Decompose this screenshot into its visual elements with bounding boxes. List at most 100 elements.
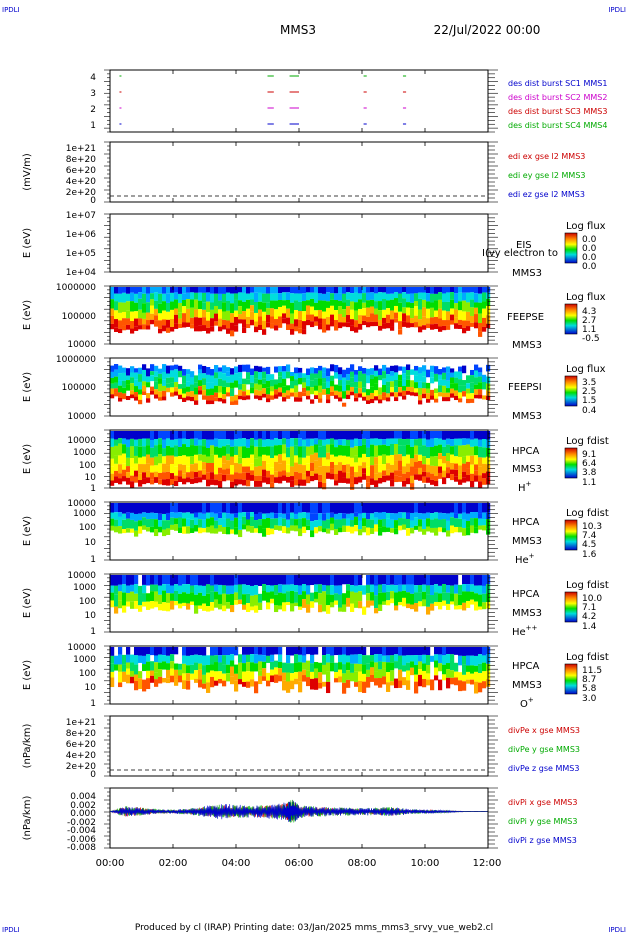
spectrogram-cell <box>242 512 247 517</box>
spectrogram-cell <box>170 431 175 440</box>
spectrogram-cell <box>374 376 379 384</box>
spectrogram-cell <box>422 431 427 439</box>
spectrogram-cell <box>146 312 151 321</box>
spectrogram-cell <box>166 373 171 378</box>
spectrogram-cell <box>278 454 283 464</box>
spectrogram-cell <box>154 519 159 530</box>
spectrogram-cell <box>334 325 339 331</box>
spectrogram-cell <box>422 663 427 671</box>
spectrogram-cell <box>158 662 163 670</box>
spectrogram-cell <box>350 309 355 320</box>
spectrogram-cell <box>314 310 319 317</box>
spectrogram-cell <box>302 439 307 447</box>
spectrogram-cell <box>426 673 431 680</box>
spectrogram-cell <box>182 455 187 465</box>
spectrogram-cell <box>478 431 483 440</box>
spectrogram-cell <box>414 474 419 480</box>
spectrogram-cell <box>382 378 387 385</box>
spectrogram-cell <box>202 503 207 514</box>
spectrogram-cell <box>370 600 375 606</box>
spectrogram-cell <box>166 669 171 679</box>
spectrogram-cell <box>218 447 223 458</box>
spectrogram-cell <box>414 365 419 371</box>
spectrogram-cell <box>426 594 431 607</box>
spectrogram-cell <box>426 318 431 324</box>
spectrogram-cell <box>122 367 127 373</box>
spectrogram-cell <box>230 666 235 677</box>
spectrogram-cell <box>406 503 411 513</box>
spectrogram-cell <box>478 367 483 373</box>
spectrogram-cell <box>390 591 395 599</box>
spectrogram-cell <box>346 299 351 307</box>
spectrogram-cell <box>118 512 123 517</box>
spectrogram-cell <box>406 519 411 529</box>
spectrogram-cell <box>214 397 219 402</box>
spectrogram-cell <box>126 662 131 669</box>
spectrogram-cell <box>122 605 127 613</box>
hpca-he-tick-3: 10 <box>85 538 97 548</box>
spectrogram-cell <box>262 460 267 470</box>
spectrogram-cell <box>362 664 367 674</box>
spectrogram-cell <box>258 301 263 310</box>
spectrogram-cell <box>142 318 147 325</box>
spectrogram-cell <box>210 395 215 401</box>
spectrogram-cell <box>114 463 119 471</box>
spectrogram-cell <box>386 287 391 294</box>
spectrogram-cell <box>134 593 139 602</box>
spectrogram-cell <box>474 518 479 528</box>
feepse-cbar-3: -0.5 <box>582 334 600 344</box>
hpca-h-species-charge: + <box>526 480 532 488</box>
spectrogram-cell <box>430 456 435 466</box>
spectrogram-cell <box>246 323 251 329</box>
spectrogram-cell <box>362 387 367 393</box>
spectrogram-cell <box>482 457 487 464</box>
spectrogram-cell <box>134 379 139 387</box>
spectrogram-cell <box>378 472 383 478</box>
spectrogram-cell <box>418 292 423 299</box>
spectrogram-cell <box>170 647 175 655</box>
spectrogram-cell <box>342 593 347 605</box>
spectrogram-cell <box>222 287 227 294</box>
spectrogram-cell <box>250 595 255 607</box>
spectrogram-cell <box>414 315 419 323</box>
spectrogram-cell <box>262 676 267 681</box>
spectrogram-cell <box>286 519 291 528</box>
spectrogram-cell <box>126 310 131 319</box>
spectrogram-cell <box>266 431 271 440</box>
spectrogram-cell <box>374 524 379 532</box>
spectrogram-cell <box>122 380 127 388</box>
spectrogram-cell <box>246 671 251 682</box>
spectrogram-cell <box>178 370 183 378</box>
spectrogram-cell <box>114 455 119 464</box>
spectrogram-cell <box>418 655 423 662</box>
spectrogram-cell <box>382 384 387 393</box>
spectrogram-cell <box>354 446 359 456</box>
spectrogram-cell <box>366 368 371 376</box>
spectrogram-cell <box>238 529 243 538</box>
spectrogram-cell <box>210 602 215 611</box>
spectrogram-cell <box>434 373 439 382</box>
spectrogram-cell <box>254 389 259 396</box>
spectrogram-cell <box>366 457 371 467</box>
spectrogram-cell <box>398 662 403 670</box>
spectrogram-cell <box>482 473 487 479</box>
spectrogram-cell <box>218 584 223 595</box>
spectrogram-cell <box>442 446 447 457</box>
spectrogram-cell <box>190 396 195 402</box>
spectrogram-cell <box>242 458 247 467</box>
spectrogram-cell <box>178 603 183 609</box>
spectrogram-cell <box>462 512 467 520</box>
spectrogram-cell <box>314 527 319 534</box>
spectrogram-cell <box>370 374 375 380</box>
spectrogram-cell <box>122 325 127 331</box>
spectrogram-cell <box>394 585 399 593</box>
spectrogram-cell <box>118 464 123 474</box>
spectrogram-cell <box>450 314 455 321</box>
spectrogram-cell <box>294 503 299 514</box>
spectrogram-cell <box>386 682 391 692</box>
spectrogram-cell <box>270 446 275 458</box>
spectrogram-cell <box>306 512 311 520</box>
hpca-h-tick-1: 1000 <box>73 448 96 458</box>
spectrogram-cell <box>226 518 231 527</box>
spectrogram-cell <box>138 585 143 596</box>
